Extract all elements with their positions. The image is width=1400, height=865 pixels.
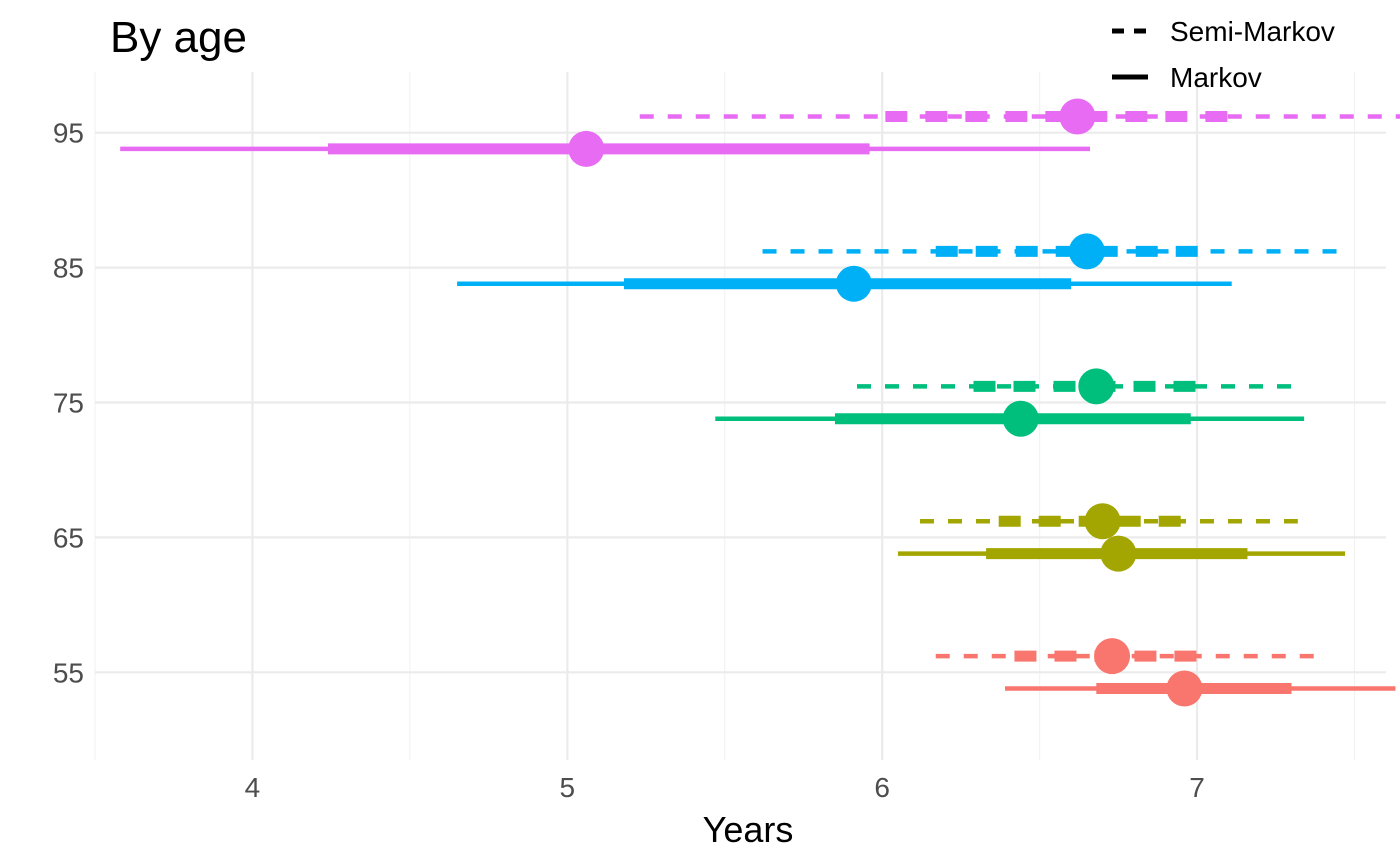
point-estimate xyxy=(1002,400,1039,437)
legend-item: Semi-Markov xyxy=(1112,16,1335,47)
point-estimate xyxy=(1059,98,1096,135)
x-tick-label: 4 xyxy=(245,772,261,803)
markov-interval-75 xyxy=(715,400,1305,437)
series-layer xyxy=(120,98,1400,707)
semi-markov-interval-65 xyxy=(919,503,1298,540)
legend: Semi-Markov Markov xyxy=(1112,16,1335,93)
y-tick-label: 55 xyxy=(53,657,84,688)
x-tick-label: 7 xyxy=(1189,772,1205,803)
x-axis-title: Years xyxy=(703,809,794,850)
semi-markov-interval-75 xyxy=(857,368,1301,405)
legend-label: Markov xyxy=(1170,62,1262,93)
grid-layer xyxy=(94,72,1386,760)
semi-markov-interval-95 xyxy=(639,98,1400,135)
markov-interval-55 xyxy=(1004,670,1396,707)
semi-markov-interval-85 xyxy=(762,233,1349,270)
markov-interval-85 xyxy=(457,265,1232,302)
x-tick-label: 6 xyxy=(874,772,890,803)
point-estimate xyxy=(1094,638,1131,675)
legend-label: Semi-Markov xyxy=(1170,16,1335,47)
markov-interval-95 xyxy=(120,130,1091,167)
markov-interval-65 xyxy=(897,535,1346,572)
y-tick-label: 95 xyxy=(53,118,84,149)
point-estimate xyxy=(835,265,872,302)
legend-item: Markov xyxy=(1112,62,1262,93)
point-estimate xyxy=(1166,670,1203,707)
point-estimate xyxy=(1100,535,1137,572)
y-tick-label: 65 xyxy=(53,522,84,553)
point-estimate xyxy=(1068,233,1105,270)
chart-title: By age xyxy=(110,13,247,62)
x-tick-label: 5 xyxy=(560,772,576,803)
axis-layer: 4 5 6 7 55 65 75 85 95 xyxy=(53,118,1205,803)
point-estimate xyxy=(568,130,605,167)
y-tick-label: 85 xyxy=(53,253,84,284)
semi-markov-interval-55 xyxy=(935,638,1317,675)
point-estimate xyxy=(1084,503,1121,540)
y-tick-label: 75 xyxy=(53,388,84,419)
point-estimate xyxy=(1078,368,1115,405)
